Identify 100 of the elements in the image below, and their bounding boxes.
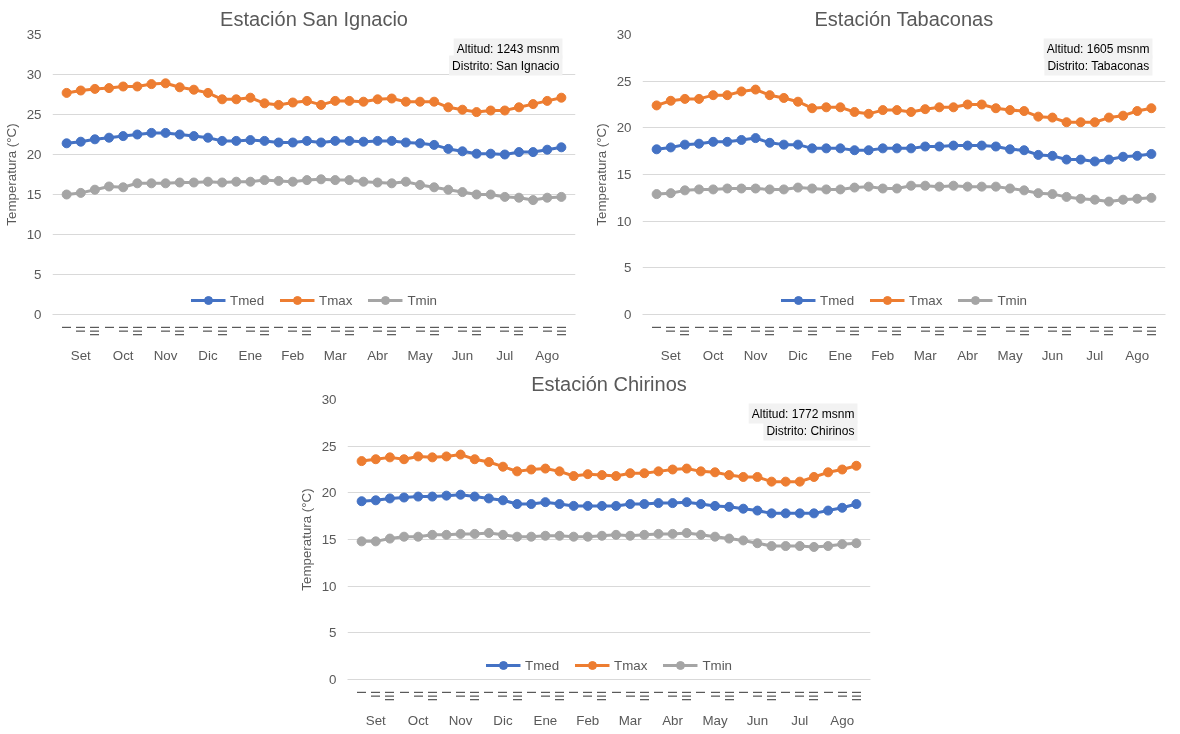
- point: [651, 144, 662, 155]
- x-tick-label: I: [1115, 325, 1131, 330]
- text: Jul: [1086, 347, 1104, 363]
- point: [132, 178, 143, 189]
- x-tick-label: II: [705, 325, 721, 333]
- annotation: Altitud: 1605 msnm: [1046, 41, 1150, 56]
- point: [667, 528, 678, 539]
- point: [457, 104, 468, 115]
- point: [710, 467, 721, 478]
- text: Nov: [743, 347, 768, 363]
- point: [104, 83, 115, 94]
- x-tick-label: III: [1143, 325, 1159, 337]
- x-tick-label: II: [580, 690, 596, 698]
- point: [301, 135, 312, 146]
- point: [778, 139, 789, 150]
- x-tick-label: III: [129, 325, 145, 337]
- point: [513, 147, 524, 158]
- point: [665, 142, 676, 153]
- point: [611, 529, 622, 540]
- point: [823, 541, 834, 552]
- point: [356, 456, 367, 467]
- x-tick-label: III: [764, 690, 780, 702]
- point: [512, 499, 523, 510]
- x-tick-label: III: [677, 325, 693, 337]
- x-tick-label: I: [354, 690, 370, 695]
- x-tick-label: II: [73, 325, 89, 333]
- point: [1047, 150, 1058, 161]
- point: [639, 468, 650, 479]
- point: [457, 187, 468, 198]
- point: [877, 105, 888, 116]
- point: [837, 502, 848, 513]
- point: [738, 471, 749, 482]
- point: [1019, 145, 1030, 156]
- x-tick-label: I: [438, 690, 454, 695]
- text: Jun: [746, 712, 769, 728]
- y-tick-label: 35: [26, 27, 42, 42]
- point: [724, 501, 735, 512]
- point: [273, 99, 284, 110]
- point: [188, 84, 199, 95]
- x-tick-label: III: [424, 690, 440, 702]
- point: [750, 183, 761, 194]
- point: [665, 95, 676, 106]
- point: [1061, 117, 1072, 128]
- point: [400, 176, 411, 187]
- text: Oct: [702, 347, 724, 363]
- point: [483, 457, 494, 468]
- point: [75, 187, 86, 198]
- x-tick-label: I: [776, 325, 792, 330]
- point: [399, 531, 410, 542]
- point: [202, 132, 213, 143]
- point: [1132, 193, 1143, 204]
- x-tick-label: II: [1087, 325, 1103, 333]
- annotation: Distrito: Chirinos: [766, 423, 855, 438]
- y-tick-label: 15: [26, 187, 42, 202]
- point: [469, 528, 480, 539]
- point: [906, 143, 917, 154]
- point: [370, 495, 381, 506]
- x-tick-label: II: [539, 325, 555, 333]
- x-tick-label: II: [622, 690, 638, 698]
- point: [708, 90, 719, 101]
- text: Jun: [1041, 347, 1064, 363]
- point: [934, 141, 945, 152]
- point: [75, 85, 86, 96]
- point: [429, 182, 440, 193]
- y-axis-title: Temperatura (°C): [593, 123, 609, 226]
- point: [399, 454, 410, 465]
- point: [245, 92, 256, 103]
- x-tick-label: I: [355, 325, 371, 330]
- legend-label: Tmin: [407, 292, 438, 308]
- text: Set: [70, 347, 92, 363]
- point: [287, 137, 298, 148]
- x-tick-label: I: [818, 325, 834, 330]
- point: [736, 183, 747, 194]
- point: [639, 529, 650, 540]
- point: [429, 96, 440, 107]
- point: [497, 495, 508, 506]
- x-tick-label: II: [792, 690, 808, 698]
- x-tick-label: II: [410, 690, 426, 698]
- point: [1075, 154, 1086, 165]
- point: [485, 148, 496, 159]
- point: [1061, 154, 1072, 165]
- point: [89, 83, 100, 94]
- point: [542, 95, 553, 106]
- point: [554, 499, 565, 510]
- point: [851, 538, 862, 549]
- x-tick-label: II: [749, 690, 765, 698]
- point: [679, 139, 690, 150]
- point: [837, 539, 848, 550]
- point: [1103, 154, 1114, 165]
- x-tick-label: I: [396, 690, 412, 695]
- point: [372, 177, 383, 188]
- point: [104, 132, 115, 143]
- point: [1089, 117, 1100, 128]
- point: [752, 538, 763, 549]
- point: [372, 135, 383, 146]
- legend-label: Tmed: [229, 292, 265, 308]
- point: [528, 195, 539, 206]
- point: [415, 96, 426, 107]
- point: [400, 96, 411, 107]
- point: [1089, 156, 1100, 167]
